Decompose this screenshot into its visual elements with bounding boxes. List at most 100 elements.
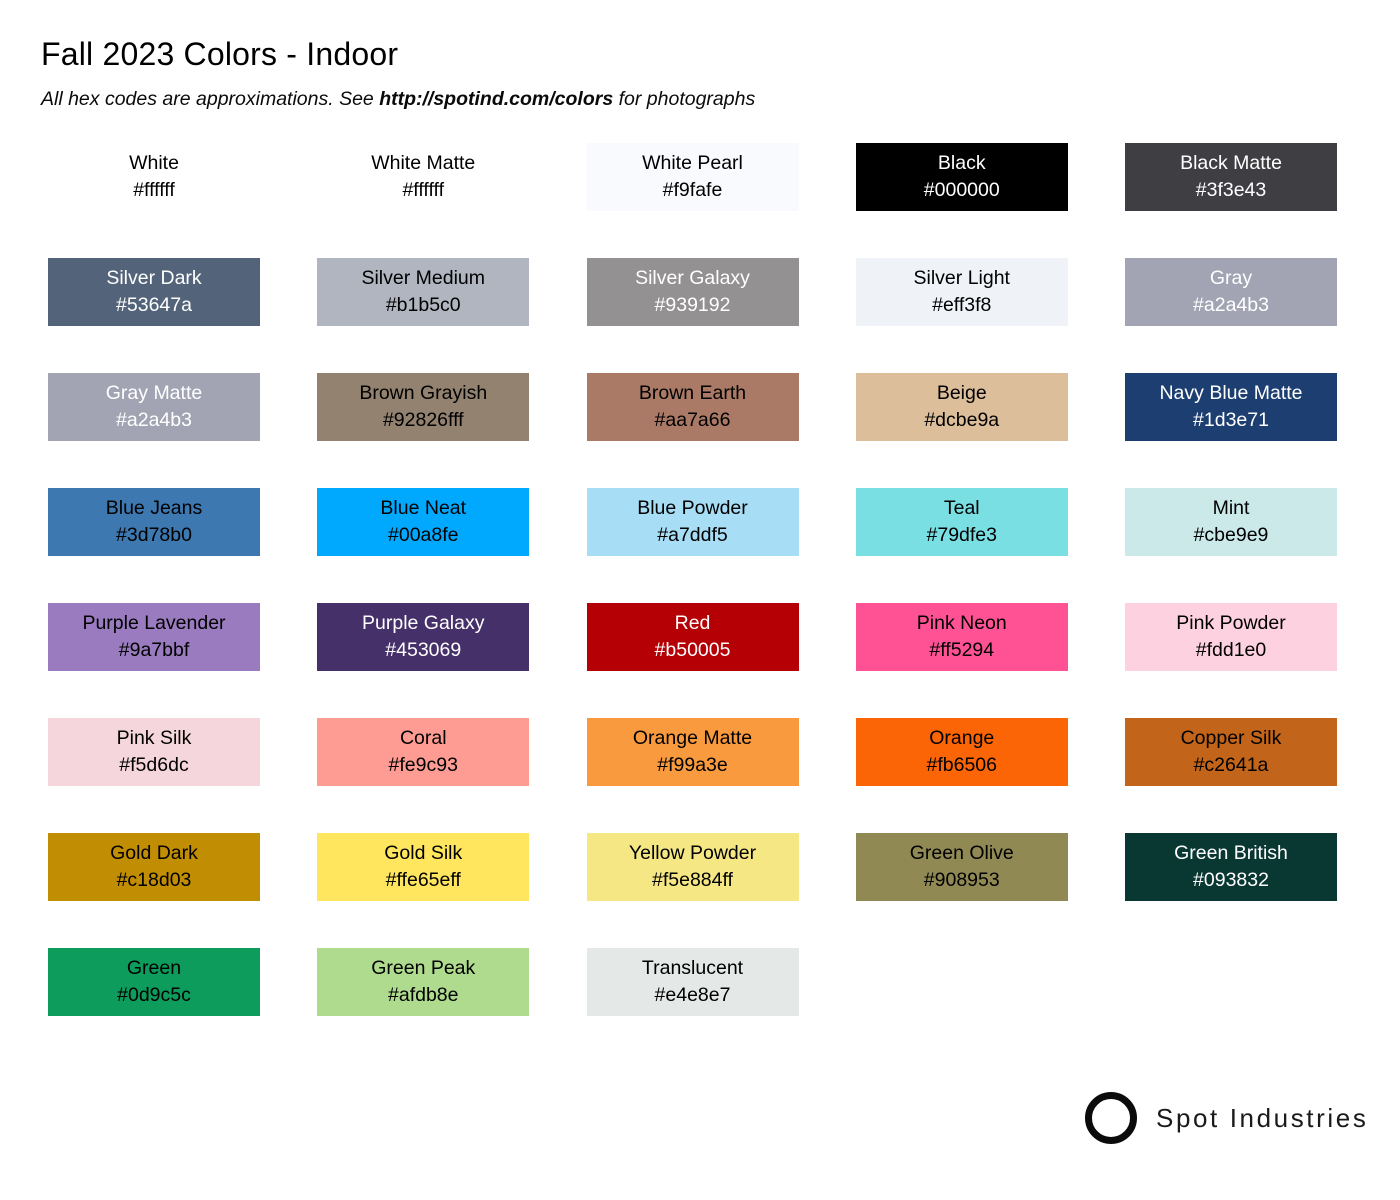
- color-swatch: Translucent #e4e8e7: [586, 948, 799, 1016]
- color-name: Coral: [399, 727, 447, 749]
- swatch-row: Gray Matte #a2a4b3 Brown Grayish #92826fff B…: [48, 373, 1337, 441]
- color-swatch: Gold Silk #ffe65eff: [317, 833, 530, 901]
- color-swatch: Purple Galaxy #453069: [317, 603, 530, 671]
- color-name: Navy Blue Matte: [1159, 382, 1303, 404]
- color-name: Black: [937, 152, 986, 174]
- color-name: Translucent: [641, 957, 744, 979]
- color-swatch: Brown Earth #aa7a66: [586, 373, 799, 441]
- color-hex: #c2641a: [1193, 754, 1269, 776]
- color-name: Gold Dark: [110, 842, 198, 864]
- color-name: White Matte: [371, 152, 476, 174]
- color-swatch: Green #0d9c5c: [48, 948, 260, 1016]
- color-name: Pink Neon: [916, 612, 1007, 634]
- color-swatch: Brown Grayish #92826fff: [317, 373, 530, 441]
- color-hex: #00a8fe: [388, 524, 459, 546]
- color-swatch: Pink Silk #f5d6dc: [48, 718, 260, 786]
- color-swatch: Navy Blue Matte #1d3e71: [1125, 373, 1337, 441]
- color-hex: #0d9c5c: [117, 984, 191, 1006]
- swatch-grid: White #ffffff White Matte #ffffff White Pear…: [48, 143, 1337, 1063]
- color-name: Gray: [1209, 267, 1253, 289]
- color-name: Teal: [943, 497, 980, 519]
- color-name: Pink Powder: [1176, 612, 1286, 634]
- color-swatch: Black Matte #3f3e43: [1125, 143, 1337, 211]
- color-hex: #908953: [923, 869, 1000, 891]
- color-swatch: Green Olive #908953: [855, 833, 1068, 901]
- swatch-row: Green #0d9c5c Green Peak #afdb8e Translucent…: [48, 948, 1337, 1016]
- color-swatch: Silver Dark #53647a: [48, 258, 260, 326]
- color-name: Gray Matte: [105, 382, 203, 404]
- color-name: White Pearl: [642, 152, 743, 174]
- color-swatch: White Matte #ffffff: [317, 143, 530, 211]
- color-hex: #f9fafe: [662, 179, 723, 201]
- color-hex: #cbe9e9: [1193, 524, 1269, 546]
- color-swatch: Purple Lavender #9a7bbf: [48, 603, 260, 671]
- color-hex: #eff3f8: [932, 294, 992, 316]
- color-hex: #92826fff: [382, 409, 464, 431]
- color-swatch: Pink Neon #ff5294: [855, 603, 1068, 671]
- color-hex: #b1b5c0: [385, 294, 461, 316]
- color-swatch: Mint #cbe9e9: [1125, 488, 1337, 556]
- color-swatch: Black #000000: [855, 143, 1068, 211]
- color-hex: #3f3e43: [1195, 179, 1267, 201]
- color-name: Black Matte: [1180, 152, 1282, 174]
- color-hex: #afdb8e: [388, 984, 459, 1006]
- color-swatch: Orange #fb6506: [855, 718, 1068, 786]
- color-hex: #ffe65eff: [385, 869, 461, 891]
- color-hex: #aa7a66: [654, 409, 731, 431]
- color-hex: #a2a4b3: [116, 409, 192, 431]
- color-swatch: Blue Jeans #3d78b0: [48, 488, 260, 556]
- color-hex: #f5d6dc: [119, 754, 189, 776]
- color-name: Green Olive: [909, 842, 1014, 864]
- color-hex: #ff5294: [929, 639, 995, 661]
- color-swatch: Gold Dark #c18d03: [48, 833, 260, 901]
- color-name: Brown Grayish: [359, 382, 488, 404]
- color-hex: #1d3e71: [1193, 409, 1269, 431]
- color-name: Copper Silk: [1180, 727, 1282, 749]
- color-name: Green British: [1174, 842, 1288, 864]
- color-hex: #f5e884ff: [652, 869, 733, 891]
- color-name: Orange Matte: [632, 727, 753, 749]
- color-swatch: Silver Medium #b1b5c0: [317, 258, 530, 326]
- color-swatch: Pink Powder #fdd1e0: [1125, 603, 1337, 671]
- color-hex: #e4e8e7: [654, 984, 731, 1006]
- color-name: Brown Earth: [638, 382, 747, 404]
- color-name: White: [129, 152, 179, 174]
- color-hex: #c18d03: [116, 869, 192, 891]
- color-hex: #000000: [923, 179, 1000, 201]
- swatch-row: Pink Silk #f5d6dc Coral #fe9c93 Orange Matte…: [48, 718, 1337, 786]
- color-swatch: Silver Light #eff3f8: [855, 258, 1068, 326]
- color-swatch: Green Peak #afdb8e: [317, 948, 530, 1016]
- color-swatch: Yellow Powder #f5e884ff: [586, 833, 799, 901]
- color-hex: #9a7bbf: [118, 639, 190, 661]
- color-swatch: Blue Powder #a7ddf5: [586, 488, 799, 556]
- color-name: Yellow Powder: [628, 842, 757, 864]
- color-hex: #ffffff: [133, 179, 175, 201]
- spot-circle-icon: [1085, 1092, 1137, 1144]
- footer-logo: Spot Industries: [1085, 1092, 1368, 1144]
- swatch-row: White #ffffff White Matte #ffffff White Pear…: [48, 143, 1337, 211]
- subtitle-url-text: http://spotind.com/colors: [379, 88, 614, 110]
- color-name: Silver Light: [913, 267, 1010, 289]
- color-name: Purple Galaxy: [362, 612, 485, 634]
- color-swatch: Silver Galaxy #939192: [586, 258, 799, 326]
- color-name: Blue Neat: [380, 497, 467, 519]
- color-swatch: Teal #79dfe3: [855, 488, 1068, 556]
- color-name: Silver Medium: [361, 267, 486, 289]
- color-hex: #a2a4b3: [1193, 294, 1269, 316]
- color-swatch: Coral #fe9c93: [317, 718, 530, 786]
- color-hex: #093832: [1193, 869, 1269, 891]
- color-name: Beige: [936, 382, 987, 404]
- color-hex: #ffffff: [402, 179, 445, 201]
- swatch-row: Silver Dark #53647a Silver Medium #b1b5c0 Si…: [48, 258, 1337, 326]
- color-swatch: Blue Neat #00a8fe: [317, 488, 530, 556]
- color-hex: #939192: [654, 294, 731, 316]
- color-hex: #a7ddf5: [657, 524, 728, 546]
- swatch-row: Gold Dark #c18d03 Gold Silk #ffe65eff Yellow…: [48, 833, 1337, 901]
- color-swatch: Green British #093832: [1125, 833, 1337, 901]
- color-swatch: Gray #a2a4b3: [1125, 258, 1337, 326]
- color-name: Red: [674, 612, 711, 634]
- swatch-row: Purple Lavender #9a7bbf Purple Galaxy #4530…: [48, 603, 1337, 671]
- color-name: Blue Powder: [637, 497, 748, 519]
- color-hex: #fb6506: [926, 754, 998, 776]
